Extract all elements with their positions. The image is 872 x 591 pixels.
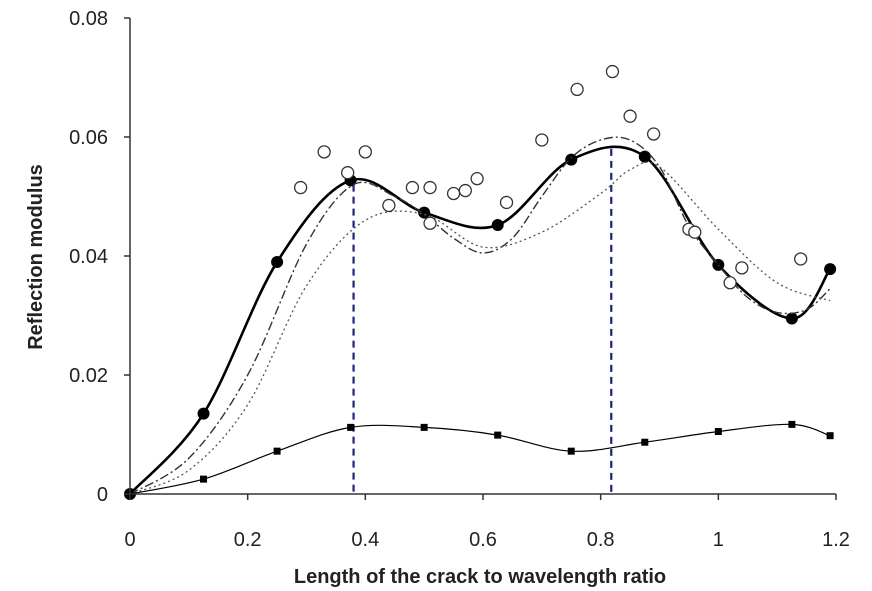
data-point [470, 171, 484, 186]
data-point [535, 133, 549, 147]
data-point [714, 428, 722, 436]
data-point [565, 153, 578, 166]
y-axis-title: Reflection modulus [25, 164, 47, 350]
data-point [341, 166, 355, 180]
data-point [788, 420, 796, 428]
series-line [129, 136, 831, 495]
data-point [735, 261, 749, 275]
data-point [641, 438, 649, 446]
data-point [491, 219, 504, 232]
y-tick-label: 0.02 [69, 365, 108, 387]
data-point [273, 447, 281, 455]
plot-area [124, 64, 837, 500]
x-tick-label: 1 [713, 529, 724, 551]
data-point [646, 127, 661, 141]
series-3 [129, 161, 831, 495]
data-point [567, 447, 575, 455]
data-point [382, 198, 396, 213]
data-point [197, 407, 210, 420]
x-tick-label: 0.2 [234, 529, 262, 551]
data-point [293, 180, 308, 195]
data-point [271, 255, 284, 268]
y-tick-label: 0.08 [69, 8, 108, 30]
data-point [826, 432, 834, 440]
x-axis-title: Length of the crack to wavelength ratio [294, 566, 666, 588]
data-point [446, 186, 461, 201]
y-tick-label: 0.04 [69, 246, 108, 268]
data-point [347, 423, 355, 431]
data-point [638, 150, 651, 163]
x-tick-label: 0.6 [469, 529, 497, 551]
data-point [423, 180, 437, 195]
series-line [129, 145, 832, 495]
data-point [824, 263, 837, 276]
data-point [794, 252, 808, 266]
data-point [423, 216, 437, 230]
data-point [570, 82, 584, 97]
series-1 [124, 145, 837, 500]
y-tick-label: 0.06 [69, 127, 108, 149]
data-point [200, 475, 208, 483]
data-point [494, 431, 502, 439]
x-tick-label: 1.2 [822, 529, 850, 551]
series-4 [293, 64, 808, 290]
data-point [317, 145, 331, 159]
series-2 [129, 136, 831, 495]
series-line [129, 423, 831, 495]
series-line [129, 161, 831, 495]
data-point [623, 109, 637, 123]
data-point [458, 183, 473, 198]
data-point [358, 145, 372, 159]
data-point [605, 64, 620, 79]
y-tick-label: 0 [97, 484, 108, 506]
x-tick-label: 0 [124, 529, 135, 551]
data-point [499, 195, 514, 210]
data-point [418, 206, 431, 219]
series-5 [126, 420, 834, 498]
axes: Length of the crack to wavelength ratio … [25, 8, 850, 588]
data-point [405, 180, 420, 195]
data-point [420, 423, 428, 431]
x-tick-label: 0.4 [351, 529, 379, 551]
data-point [723, 276, 737, 290]
x-tick-label: 0.8 [587, 529, 615, 551]
data-point [785, 312, 798, 325]
data-point [688, 225, 702, 239]
